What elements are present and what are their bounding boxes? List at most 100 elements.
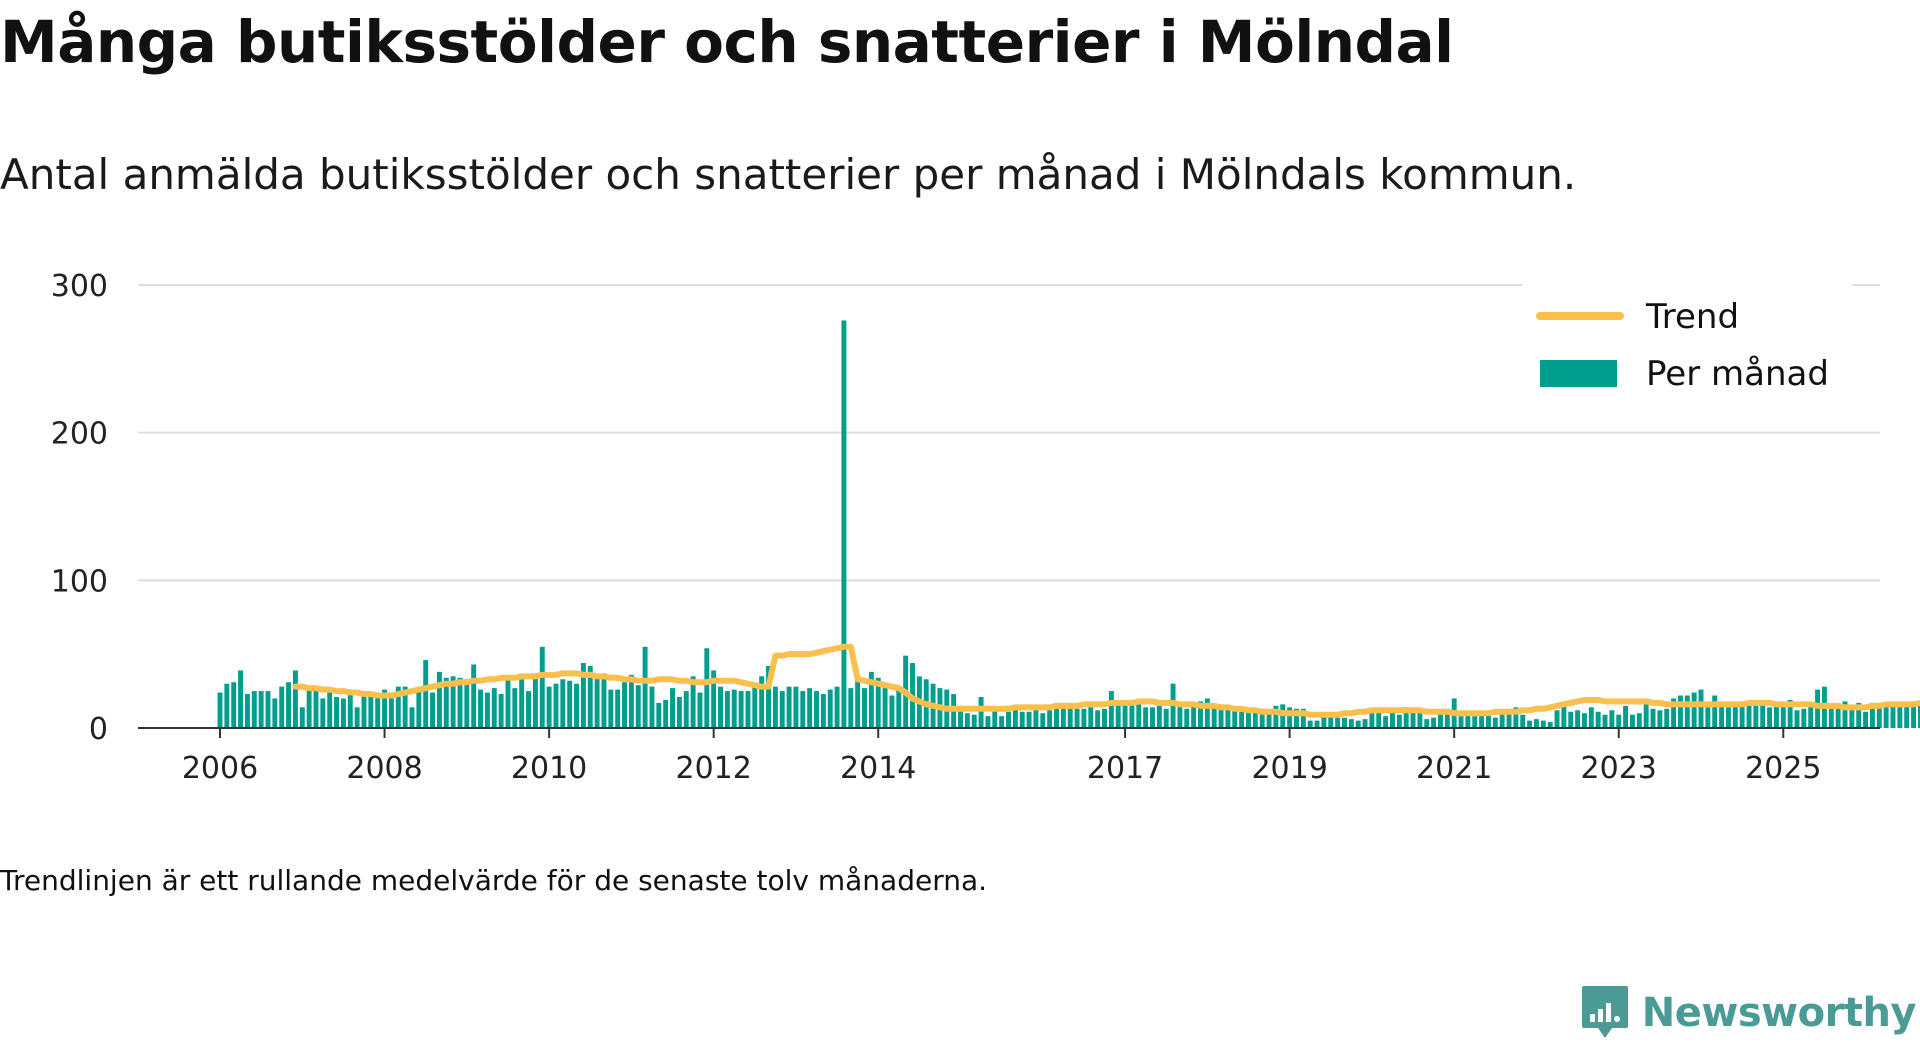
bar-month (1355, 720, 1361, 728)
bar-month (718, 686, 723, 728)
bar-month (1664, 708, 1670, 728)
brand-logo: Newsworthy (1580, 982, 1917, 1044)
bar-month (766, 665, 771, 728)
bar-month (1472, 716, 1478, 728)
bar-month (1677, 695, 1683, 728)
bar-month (1485, 714, 1491, 728)
bar-month (484, 692, 490, 728)
bar-month (1156, 705, 1162, 728)
bar-month (1767, 707, 1773, 728)
bar-month (361, 692, 367, 728)
bar-month (1465, 713, 1471, 728)
bar-month (450, 676, 456, 728)
bar-month (1033, 710, 1039, 728)
newsworthy-bar-chart-icon (1581, 986, 1628, 1038)
bar-month (382, 689, 388, 728)
bar-month (1177, 704, 1183, 728)
bar-month (1362, 719, 1368, 728)
bar-month (1102, 708, 1107, 728)
bar-month (567, 680, 573, 728)
bar-month (279, 686, 285, 728)
bar-month (1307, 720, 1313, 728)
bar-month (759, 676, 765, 728)
bar-month (1108, 691, 1114, 728)
bar-month (1431, 717, 1437, 728)
bar-month (738, 691, 744, 728)
bar-month (820, 694, 826, 728)
bar-month (1890, 704, 1896, 728)
bar-month (409, 707, 415, 728)
bar-month (1780, 704, 1786, 728)
bar-month (608, 689, 614, 728)
bar-month (1842, 701, 1848, 728)
bar-month (676, 696, 682, 728)
bar-month (354, 707, 360, 728)
bar-month (1369, 713, 1375, 728)
bar-month (827, 689, 833, 728)
bar-month (1643, 704, 1649, 728)
bar-month (1760, 704, 1766, 728)
bar-month (1739, 704, 1745, 728)
bar-month (1122, 699, 1128, 728)
bar-month (1849, 707, 1855, 728)
bar-month (498, 694, 504, 728)
bar-month (1266, 710, 1272, 728)
bar-month (334, 696, 340, 728)
bar-month (1533, 719, 1539, 728)
bar-month (1246, 710, 1251, 728)
bar-month (635, 685, 641, 728)
bar-month (1163, 708, 1169, 728)
bar-month (258, 691, 264, 728)
bar-month (1184, 708, 1190, 728)
x-tick-label: 2008 (346, 751, 422, 786)
bar-month (1403, 707, 1409, 728)
chart-subtitle: Antal anmälda butiksstölder och snatteri… (0, 150, 1577, 199)
bar-month (1074, 708, 1080, 728)
bar-month (286, 682, 292, 728)
bar-month (889, 695, 895, 728)
bar-month (1801, 708, 1807, 728)
bar-month (1698, 689, 1704, 728)
bar-month (1389, 710, 1395, 728)
bar-month (464, 679, 470, 728)
bar-month (1911, 701, 1917, 728)
bar-month (1856, 702, 1862, 728)
bar-month (1547, 722, 1553, 728)
bar-month (512, 688, 518, 728)
bar-month (217, 692, 223, 728)
bar-month (1499, 713, 1505, 728)
bar-month (231, 682, 237, 728)
bar-month (1348, 719, 1354, 728)
bar-month (1513, 707, 1519, 728)
bar-month (882, 683, 888, 728)
y-tick-label: 0 (89, 712, 108, 747)
bar-month (1437, 711, 1443, 728)
brand-name: Newsworthy (1641, 990, 1917, 1036)
bar-month (978, 696, 984, 728)
bar-month (1095, 710, 1101, 728)
bar-month (1684, 695, 1690, 728)
bar-month (814, 691, 819, 728)
x-tick-label: 2019 (1251, 751, 1327, 786)
bar-month (1787, 699, 1793, 728)
bar-month (1863, 711, 1869, 728)
bar-month (807, 688, 813, 728)
bar-month (786, 686, 792, 728)
y-tick-label: 100 (51, 564, 108, 599)
bar-month (1396, 714, 1402, 728)
trend-line-path (292, 643, 1920, 718)
bar-month (1328, 714, 1334, 728)
bar-month (670, 688, 675, 728)
bar-month (1067, 708, 1073, 728)
bar-month (457, 677, 463, 728)
bar-month (1287, 707, 1293, 728)
bar-month (1150, 707, 1155, 728)
bar-month (1561, 704, 1567, 728)
bar-month (313, 686, 319, 728)
y-tick-label: 200 (51, 417, 108, 452)
bar-month (1691, 692, 1697, 728)
bar-month (265, 691, 271, 728)
x-tick-label: 2023 (1581, 751, 1657, 786)
bar-month (580, 663, 586, 728)
